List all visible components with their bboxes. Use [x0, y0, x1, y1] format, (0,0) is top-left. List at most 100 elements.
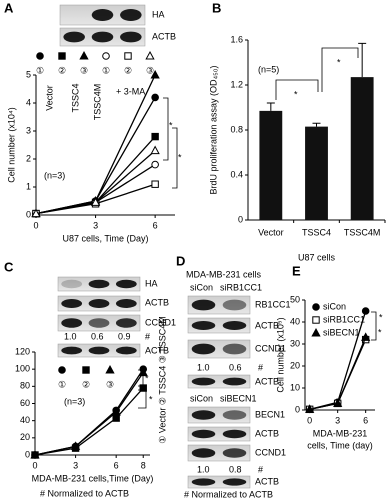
y-tick-label: 60	[20, 398, 30, 408]
x-axis-title: MDA-MB-231 cells,Time (Day)	[32, 473, 154, 483]
significance: *	[378, 327, 382, 337]
legend-symbol	[58, 366, 66, 374]
data-point	[151, 180, 159, 188]
legend-label: ②	[82, 379, 90, 389]
blot-band	[88, 299, 110, 308]
data-point	[150, 145, 160, 155]
blot-label: CCND1	[145, 317, 176, 327]
blot-band	[222, 478, 247, 486]
significance: *	[379, 312, 383, 322]
x-tick-label: 3	[93, 220, 98, 230]
x-tick-label: TSSC4M	[344, 227, 381, 237]
x-tick-label: 6	[363, 415, 368, 425]
legend-symbol	[82, 366, 90, 374]
blot-band	[222, 410, 247, 420]
y-tick-label: 0	[295, 404, 300, 414]
significance: *	[178, 152, 182, 162]
significance: *	[294, 89, 298, 99]
data-point	[333, 398, 343, 407]
y-tick-label: 40	[20, 415, 30, 425]
blot-label: ACTB	[152, 31, 176, 41]
error-bar	[358, 42, 367, 78]
blot-band	[222, 321, 247, 330]
group-label: TSSC4	[70, 83, 80, 112]
blot-label: BECN1	[255, 409, 285, 419]
y-tick-label: 0.8	[230, 124, 243, 134]
y-tick-label: 30	[290, 338, 300, 348]
annotation: (n=5)	[258, 64, 279, 74]
ratio: 0.6	[229, 362, 242, 372]
data-point	[361, 307, 370, 315]
x-tick-label: TSSC4	[302, 227, 331, 237]
blot-band	[115, 346, 137, 355]
y-axis-title: Cell number (x10⁴)	[6, 107, 16, 182]
lane-label: siCon	[190, 282, 213, 292]
y-tick-label: 0	[25, 449, 30, 459]
y-tick-label: 50	[290, 294, 300, 304]
y-tick-label: 1.2	[230, 79, 243, 89]
legend-symbol	[102, 52, 110, 60]
footnote: # Normalized to ACTB	[184, 489, 273, 499]
blot-band	[88, 346, 110, 355]
blot-band	[115, 318, 137, 328]
blot-label: ACTB	[145, 297, 169, 307]
y-tick-label: 0	[238, 214, 243, 224]
legend-symbol	[145, 50, 155, 60]
y-tick-label: 2	[26, 153, 31, 163]
footnote: # Normalized to ACTB	[40, 488, 129, 498]
blot-band	[222, 343, 247, 355]
y-tick-label: 10	[290, 382, 300, 392]
y-tick-label: 120	[15, 346, 30, 356]
blot-band	[61, 279, 83, 289]
bar	[350, 77, 374, 220]
series-line	[34, 372, 144, 456]
bracket	[172, 127, 178, 189]
ratio: 0.8	[229, 464, 242, 474]
blot-band	[91, 31, 114, 43]
legend-label: ③	[80, 65, 88, 75]
blot-band	[63, 31, 85, 43]
data-point	[111, 407, 121, 416]
blot-label: ACTB	[255, 320, 279, 330]
error-bar	[266, 102, 275, 111]
ratio-note: #	[258, 464, 263, 474]
legend-symbol	[312, 316, 320, 324]
blot-band	[91, 9, 114, 21]
data-point	[90, 197, 101, 206]
x-tick-label: 6	[114, 460, 119, 470]
data-point	[31, 208, 41, 218]
y-tick-label: 1	[26, 181, 31, 191]
legend-label: ①	[102, 65, 110, 75]
blot-band	[222, 377, 247, 386]
x-tick-label: Vector	[258, 227, 284, 237]
panel-letter: A	[4, 0, 14, 15]
lane-label: siCon	[190, 393, 213, 403]
blot-band	[191, 478, 216, 486]
bracket	[371, 311, 377, 341]
annotation: (n=3)	[44, 170, 65, 180]
x-tick-label: 0	[33, 220, 38, 230]
blot-band	[191, 299, 216, 311]
panel-letter: B	[212, 0, 221, 15]
ratio: 1.0	[197, 464, 210, 474]
ratio: 0.9	[118, 331, 131, 341]
cell-line: MDA-MB-231 cells	[186, 269, 262, 279]
annotation: (n=3)	[64, 396, 85, 406]
legend-symbol	[36, 52, 44, 60]
panel-letter: D	[176, 253, 185, 268]
series-line	[34, 387, 144, 456]
blot-band	[115, 299, 137, 308]
blot-band	[191, 377, 216, 386]
blot-band	[222, 299, 247, 311]
x-tick-label: 0	[307, 415, 312, 425]
blot-band	[191, 321, 216, 330]
legend-label: ②	[124, 65, 132, 75]
group-label: Vector	[44, 85, 54, 111]
x-axis-title: U87 cells, Time (Day)	[62, 233, 148, 243]
y-tick-label: 4	[26, 97, 31, 107]
blot-label: CCND1	[255, 447, 286, 457]
blot-label: CCND1	[255, 343, 286, 353]
data-point	[361, 332, 371, 341]
ratio: 0.6	[91, 331, 104, 341]
